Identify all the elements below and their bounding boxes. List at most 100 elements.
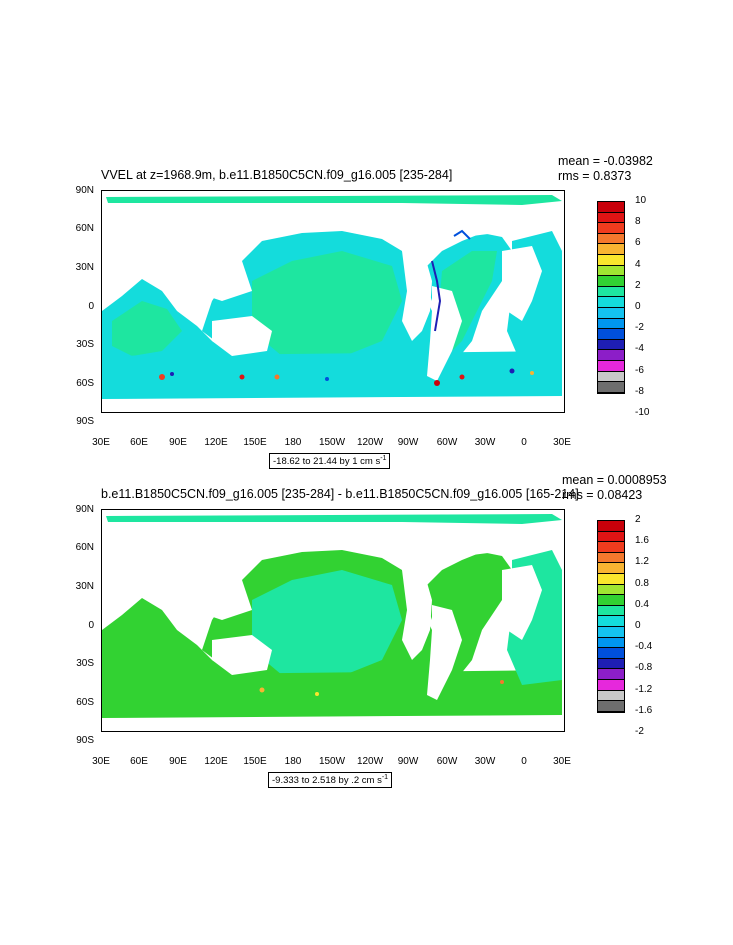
colorbar-swatch [598,339,624,351]
colorbar-swatch [598,265,624,277]
colorbar-label: -4 [635,343,644,355]
bottom-lon-label: 0 [521,756,527,767]
colorbar-swatch [598,297,624,308]
colorbar-label: 1.2 [635,556,649,568]
colorbar-swatch [598,350,624,361]
top-contour-range-label: -18.62 to 21.44 by 1 cm s-1 [269,453,391,470]
colorbar-label: 10 [635,195,647,206]
colorbar-swatch [598,382,624,393]
colorbar-label: -0.4 [635,641,653,653]
top-mean-stat: mean = -0.03982 [558,154,653,168]
top-lon-label: 90E [169,437,187,448]
top-map-frame [101,190,565,413]
colorbar-swatch [598,584,624,596]
bottom-lon-label: 120W [356,756,384,767]
top-rms-stat: rms = 0.8373 [558,169,632,183]
colorbar-label: 0.8 [635,577,649,589]
top-lon-label: 60E [130,437,148,448]
bottom-lon-label: 150W [318,756,346,767]
colorbar-swatch [598,360,624,372]
top-lon-label: 150E [243,437,267,448]
top-lat-label-30s: 30S [76,339,94,350]
colorbar-swatch [598,223,624,234]
colorbar-label: -0.8 [635,662,653,674]
colorbar-swatch [598,563,624,574]
colorbar-label: -1.2 [635,683,653,695]
top-lat-label-30n: 30N [75,262,94,273]
colorbar-label: -10 [635,407,650,418]
top-lon-label: 30E [553,437,571,448]
bottom-lat-label-60n: 60N [75,542,94,553]
colorbar-swatch [598,202,624,213]
colorbar-label: 8 [635,216,641,228]
bottom-lon-label: 150E [243,756,267,767]
top-lat-label-60s: 60S [76,378,94,389]
top-ocean-field [102,191,564,412]
bottom-lat-label-60s: 60S [76,697,94,708]
colorbar-swatch [598,690,624,702]
colorbar-swatch [598,233,624,245]
colorbar-swatch [598,318,624,330]
colorbar-swatch [598,552,624,564]
colorbar-label: -6 [635,364,644,376]
colorbar-swatch [598,701,624,712]
bottom-lon-label: 30E [92,756,110,767]
colorbar-swatch [598,371,624,383]
colorbar-swatch [598,679,624,691]
colorbar-swatch [598,669,624,680]
colorbar-label: 6 [635,237,641,249]
top-lon-label: 150W [318,437,346,448]
colorbar-swatch [598,542,624,553]
colorbar-swatch [598,595,624,606]
bottom-lon-label: 30W [474,756,496,767]
bottom-ocean-field [102,510,564,731]
colorbar-label: 0.4 [635,598,649,610]
colorbar-swatch [598,637,624,649]
colorbar-label: -2 [635,322,644,334]
bottom-lon-label: 180 [284,756,302,767]
colorbar-label: -8 [635,385,644,397]
colorbar-swatch [598,244,624,255]
colorbar-label: 2 [635,279,641,291]
colorbar-label: 1.6 [635,535,649,547]
top-lon-label: 0 [521,437,527,448]
top-lon-label: 180 [284,437,302,448]
colorbar-label: 0 [635,301,641,312]
bottom-lat-label-0: 0 [88,620,94,631]
colorbar-swatch [598,307,624,319]
colorbar-swatch [598,254,624,266]
colorbar-swatch [598,212,624,224]
colorbar-swatch [598,573,624,585]
bottom-lon-label: 60W [436,756,458,767]
top-lat-label-90s: 90S [76,416,94,427]
top-lon-label: 120E [204,437,228,448]
bottom-plot-title: b.e11.B1850C5CN.f09_g16.005 [235-284] - … [101,487,579,501]
top-plot-title: VVEL at z=1968.9m, b.e11.B1850C5CN.f09_g… [101,168,453,182]
top-lon-label: 60W [436,437,458,448]
colorbar-swatch [598,286,624,298]
bottom-lon-label: 90W [397,756,419,767]
colorbar-label: 4 [635,258,641,270]
colorbar-swatch [598,329,624,340]
bottom-map-frame [101,509,565,732]
bottom-lat-label-30n: 30N [75,581,94,592]
bottom-lon-label: 120E [204,756,228,767]
bottom-lon-label: 60E [130,756,148,767]
bottom-rms-stat: rms = 0.08423 [562,488,643,502]
colorbar-label: 2 [635,514,641,525]
colorbar-label: -2 [635,726,644,737]
top-lat-label-90n: 90N [75,185,94,196]
colorbar-swatch [598,616,624,627]
colorbar-swatch [598,626,624,638]
bottom-contour-range-label: -9.333 to 2.518 by .2 cm s-1 [268,772,393,789]
top-lon-label: 90W [397,437,419,448]
top-lon-label: 120W [356,437,384,448]
colorbar-swatch [598,658,624,670]
colorbar-swatch [598,521,624,532]
colorbar-swatch [598,605,624,617]
top-lon-label: 30W [474,437,496,448]
colorbar-label: -1.6 [635,704,653,716]
top-colorbar [597,201,625,394]
bottom-lon-label: 30E [553,756,571,767]
bottom-lat-label-30s: 30S [76,658,94,669]
